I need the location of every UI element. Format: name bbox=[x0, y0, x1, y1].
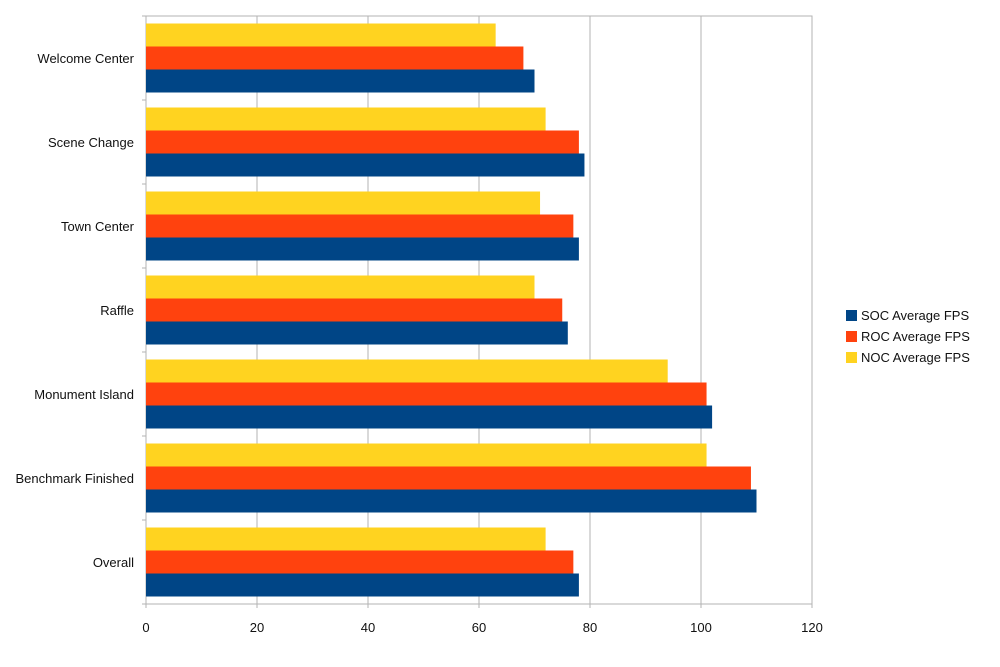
legend-label: SOC Average FPS bbox=[861, 308, 970, 323]
y-tick-label: Monument Island bbox=[34, 387, 134, 402]
x-tick-label: 0 bbox=[142, 620, 149, 635]
x-tick-label: 80 bbox=[583, 620, 597, 635]
x-tick-label: 100 bbox=[690, 620, 712, 635]
legend: SOC Average FPS ROC Average FPS NOC Averag… bbox=[846, 305, 970, 368]
x-tick-label: 40 bbox=[361, 620, 375, 635]
y-tick-label: Overall bbox=[93, 555, 134, 570]
y-tick-label: Welcome Center bbox=[37, 51, 134, 66]
bar-noc-average-fps bbox=[146, 527, 546, 551]
bar-noc-average-fps bbox=[146, 23, 496, 47]
x-tick-label: 20 bbox=[250, 620, 264, 635]
bar-soc-average-fps bbox=[146, 69, 535, 93]
legend-label: NOC Average FPS bbox=[861, 350, 970, 365]
bar-noc-average-fps bbox=[146, 107, 546, 131]
bar-roc-average-fps bbox=[146, 298, 563, 322]
y-tick-label: Town Center bbox=[61, 219, 135, 234]
legend-item: ROC Average FPS bbox=[846, 326, 970, 347]
bar-roc-average-fps bbox=[146, 466, 751, 490]
bar-roc-average-fps bbox=[146, 382, 707, 406]
legend-label: ROC Average FPS bbox=[861, 329, 970, 344]
x-tick-label: 120 bbox=[801, 620, 823, 635]
y-tick-label: Scene Change bbox=[48, 135, 134, 150]
bar-roc-average-fps bbox=[146, 550, 574, 574]
bar-noc-average-fps bbox=[146, 359, 668, 383]
bars bbox=[146, 23, 757, 597]
legend-item: NOC Average FPS bbox=[846, 347, 970, 368]
legend-swatch bbox=[846, 310, 857, 321]
bar-noc-average-fps bbox=[146, 443, 707, 467]
bar-soc-average-fps bbox=[146, 321, 568, 345]
bar-soc-average-fps bbox=[146, 489, 757, 513]
bar-soc-average-fps bbox=[146, 573, 579, 597]
bar-noc-average-fps bbox=[146, 275, 535, 299]
y-tick-label: Benchmark Finished bbox=[16, 471, 135, 486]
bar-soc-average-fps bbox=[146, 153, 585, 177]
bar-soc-average-fps bbox=[146, 237, 579, 261]
legend-swatch bbox=[846, 352, 857, 363]
x-tick-label: 60 bbox=[472, 620, 486, 635]
legend-item: SOC Average FPS bbox=[846, 305, 970, 326]
bar-roc-average-fps bbox=[146, 214, 574, 238]
legend-swatch bbox=[846, 331, 857, 342]
axes: 0 20 40 60 80 100 120 Welcome Center Scene Chang… bbox=[16, 15, 823, 635]
y-tick-label: Raffle bbox=[100, 303, 134, 318]
bar-roc-average-fps bbox=[146, 130, 579, 154]
bar-noc-average-fps bbox=[146, 191, 541, 215]
bar-roc-average-fps bbox=[146, 46, 524, 70]
bar-soc-average-fps bbox=[146, 405, 713, 429]
